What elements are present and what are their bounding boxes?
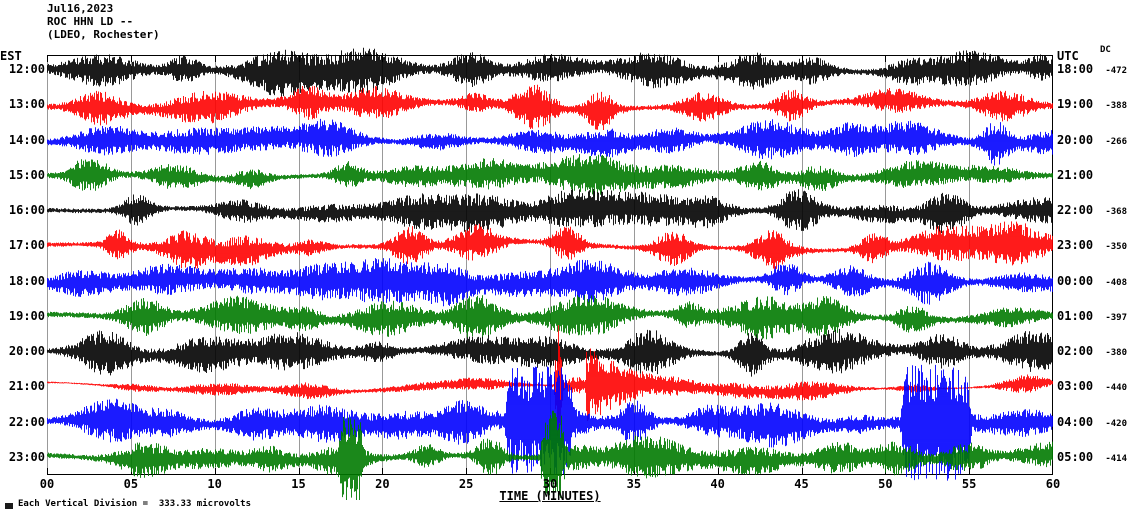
est-label: 13:00 <box>8 97 45 112</box>
x-tick-label: 20 <box>375 477 390 491</box>
x-tick-label: 55 <box>961 477 977 491</box>
utc-label: 19:00 <box>1057 97 1094 112</box>
utc-label: 04:00 <box>1057 414 1094 429</box>
x-tick-label: 15 <box>291 477 306 491</box>
est-label: 18:00 <box>8 273 45 288</box>
header-network: (LDEO, Rochester) <box>47 29 160 40</box>
x-tick-label: 10 <box>207 477 222 491</box>
utc-label: 18:00 <box>1057 62 1094 76</box>
dc-label: -368 <box>1105 207 1127 218</box>
utc-label: 20:00 <box>1057 132 1094 147</box>
x-tick-label: 60 <box>1045 477 1061 491</box>
dc-label: -420 <box>1105 418 1127 429</box>
seismogram-canvas <box>47 35 1053 500</box>
dc-axis-title: DC <box>1100 45 1111 55</box>
utc-label: 02:00 <box>1057 344 1094 359</box>
utc-label: 05:00 <box>1057 449 1094 464</box>
utc-label: 03:00 <box>1057 379 1094 394</box>
header-station: ROC HHN LD -- <box>47 15 134 28</box>
x-tick-label: 05 <box>123 477 139 491</box>
vertical-division-note: Each Vertical Division = 333.33 microvol… <box>18 499 251 509</box>
est-label: 15:00 <box>8 167 45 182</box>
corner-logo-mark <box>5 503 13 509</box>
est-label: 23:00 <box>8 449 45 464</box>
dc-label: -408 <box>1105 277 1127 288</box>
x-tick-label: 35 <box>626 477 642 491</box>
est-label: 21:00 <box>8 379 45 394</box>
dc-label: -397 <box>1105 312 1127 323</box>
x-tick-label: 30 <box>542 477 558 491</box>
x-tick-label: 00 <box>39 477 55 491</box>
utc-label: 01:00 <box>1057 308 1094 323</box>
left-axis-title: EST <box>0 49 22 63</box>
est-label: 12:00 <box>8 62 45 76</box>
right-axis-title: UTC <box>1057 49 1079 63</box>
dc-label: -380 <box>1105 348 1127 359</box>
x-tick-label: 45 <box>794 477 809 491</box>
est-label: 19:00 <box>8 308 45 323</box>
est-label: 16:00 <box>8 203 45 218</box>
x-tick-label: 50 <box>878 477 893 491</box>
dc-label: -350 <box>1105 242 1127 253</box>
utc-label: 23:00 <box>1057 238 1094 253</box>
est-label: 14:00 <box>8 132 45 147</box>
utc-label: 22:00 <box>1057 203 1094 218</box>
x-tick-label: 25 <box>458 477 474 491</box>
header-date: Jul16,2023 <box>47 2 114 15</box>
x-axis-label: TIME (MINUTES) <box>499 489 601 503</box>
x-tick-label: 40 <box>710 477 725 491</box>
dc-label: -388 <box>1105 101 1127 112</box>
dc-label <box>1094 172 1127 182</box>
dc-label: -472 <box>1105 66 1127 76</box>
dc-label: -266 <box>1105 136 1127 147</box>
dc-label: -414 <box>1105 453 1127 464</box>
est-label: 22:00 <box>8 414 45 429</box>
utc-label: 21:00 <box>1057 167 1094 182</box>
est-label: 17:00 <box>8 238 45 253</box>
est-label: 20:00 <box>8 344 45 359</box>
utc-label: 00:00 <box>1057 273 1094 288</box>
dc-label: -440 <box>1105 383 1127 394</box>
